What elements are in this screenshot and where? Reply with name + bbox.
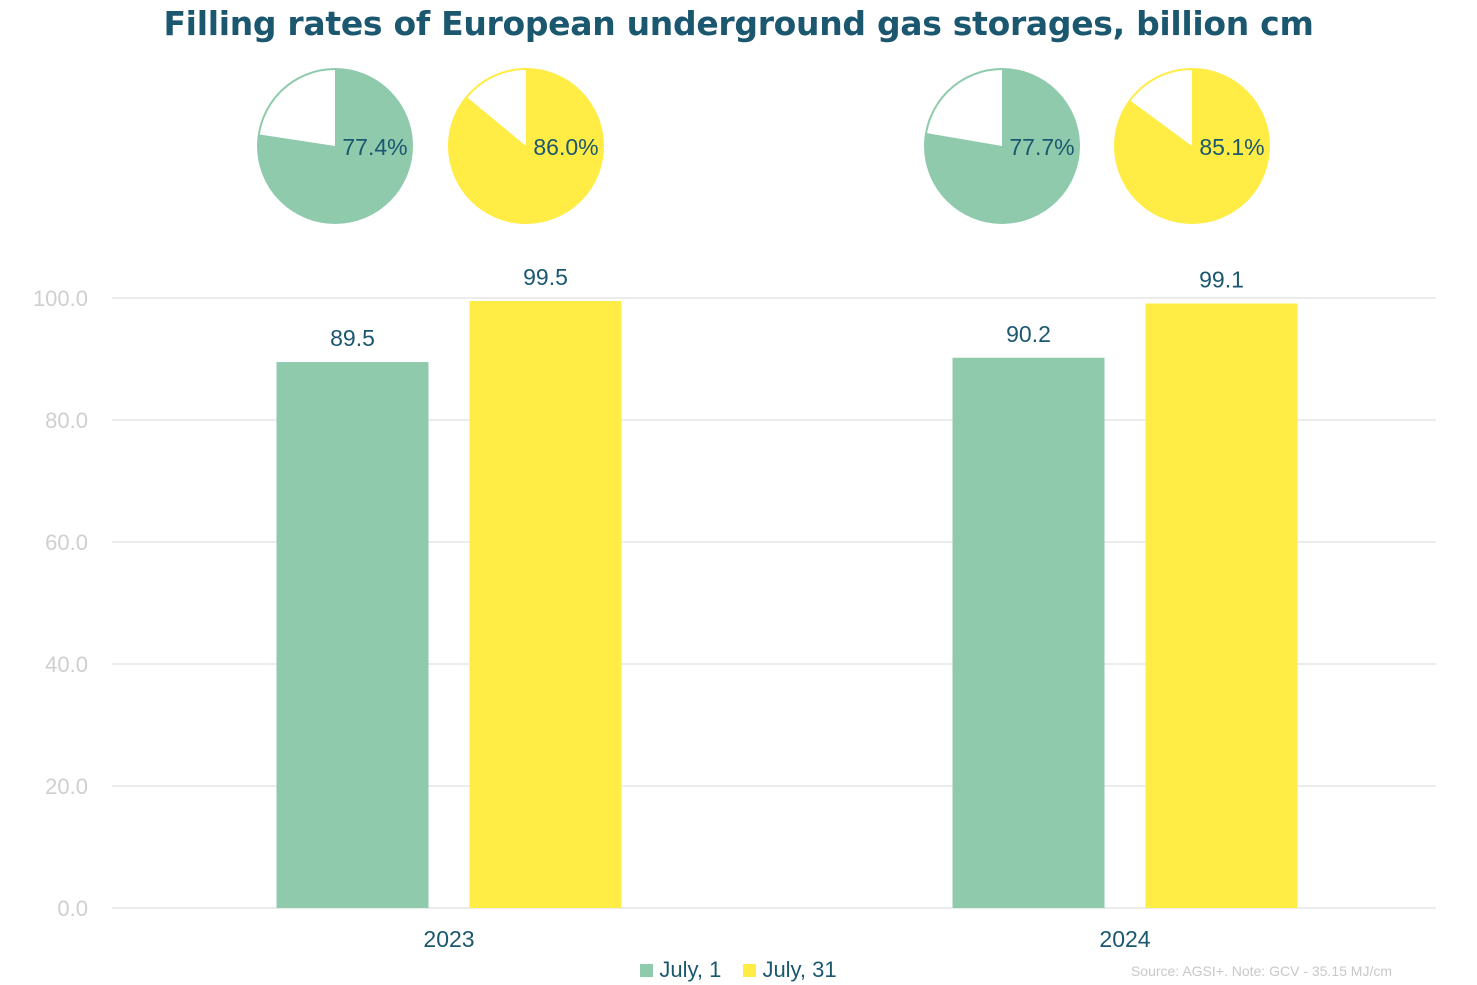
pie-percent-label: 85.1% [1199,134,1264,160]
legend-item-july-1: July, 1 [640,957,721,983]
bars [276,301,1298,908]
pie-filled-slice [1115,69,1269,223]
legend: July, 1 July, 31 [0,957,1477,983]
x-tick-label: 2024 [1099,926,1150,952]
bar-2024-july-1 [952,357,1105,908]
pie-charts: 77.4% 86.0% 77.7% 85.1% [257,68,1270,224]
pie-2024-july-31: 85.1% [1114,68,1270,224]
pie-percent-label: 86.0% [533,134,598,160]
pie-percent-label: 77.7% [1009,134,1074,160]
pie-2024-july-1: 77.7% [924,68,1080,224]
legend-item-july-31: July, 31 [743,957,837,983]
pie-filled-slice [257,69,412,223]
pie-2023-july-31: 86.0% [448,68,604,224]
bar-2024-july-31 [1145,303,1298,908]
y-axis-ticks: 0.0 20.0 40.0 60.0 80.0 100.0 [33,286,88,921]
y-tick-label: 80.0 [45,408,88,433]
y-tick-label: 100.0 [33,286,88,311]
chart-title: Filling rates of European underground ga… [163,4,1314,43]
bar-value-label: 99.1 [1199,266,1244,292]
pie-filled-slice [449,69,603,224]
legend-swatch [743,964,757,977]
x-tick-label: 2023 [423,926,474,952]
bar-value-label: 89.5 [330,325,375,351]
pie-2023-july-1: 77.4% [257,68,413,224]
bar-2023-july-31 [469,301,622,908]
legend-label: July, 1 [659,957,722,982]
y-tick-label: 20.0 [45,774,88,799]
bar-value-label: 90.2 [1006,321,1051,347]
legend-label: July, 31 [762,957,837,982]
y-tick-label: 0.0 [57,896,88,921]
source-note: Source: AGSI+. Note: GCV - 35.15 MJ/cm [1130,963,1392,979]
x-axis-ticks: 2023 2024 [423,926,1150,952]
bar-value-label: 99.5 [523,264,568,290]
legend-swatch [640,964,654,977]
data-labels: 89.5 99.5 90.2 99.1 [330,264,1244,351]
pie-filled-slice [925,69,1079,223]
bar-2023-july-1 [276,362,429,908]
y-tick-label: 40.0 [45,652,88,677]
pie-percent-label: 77.4% [342,134,407,160]
y-tick-label: 60.0 [45,530,88,555]
